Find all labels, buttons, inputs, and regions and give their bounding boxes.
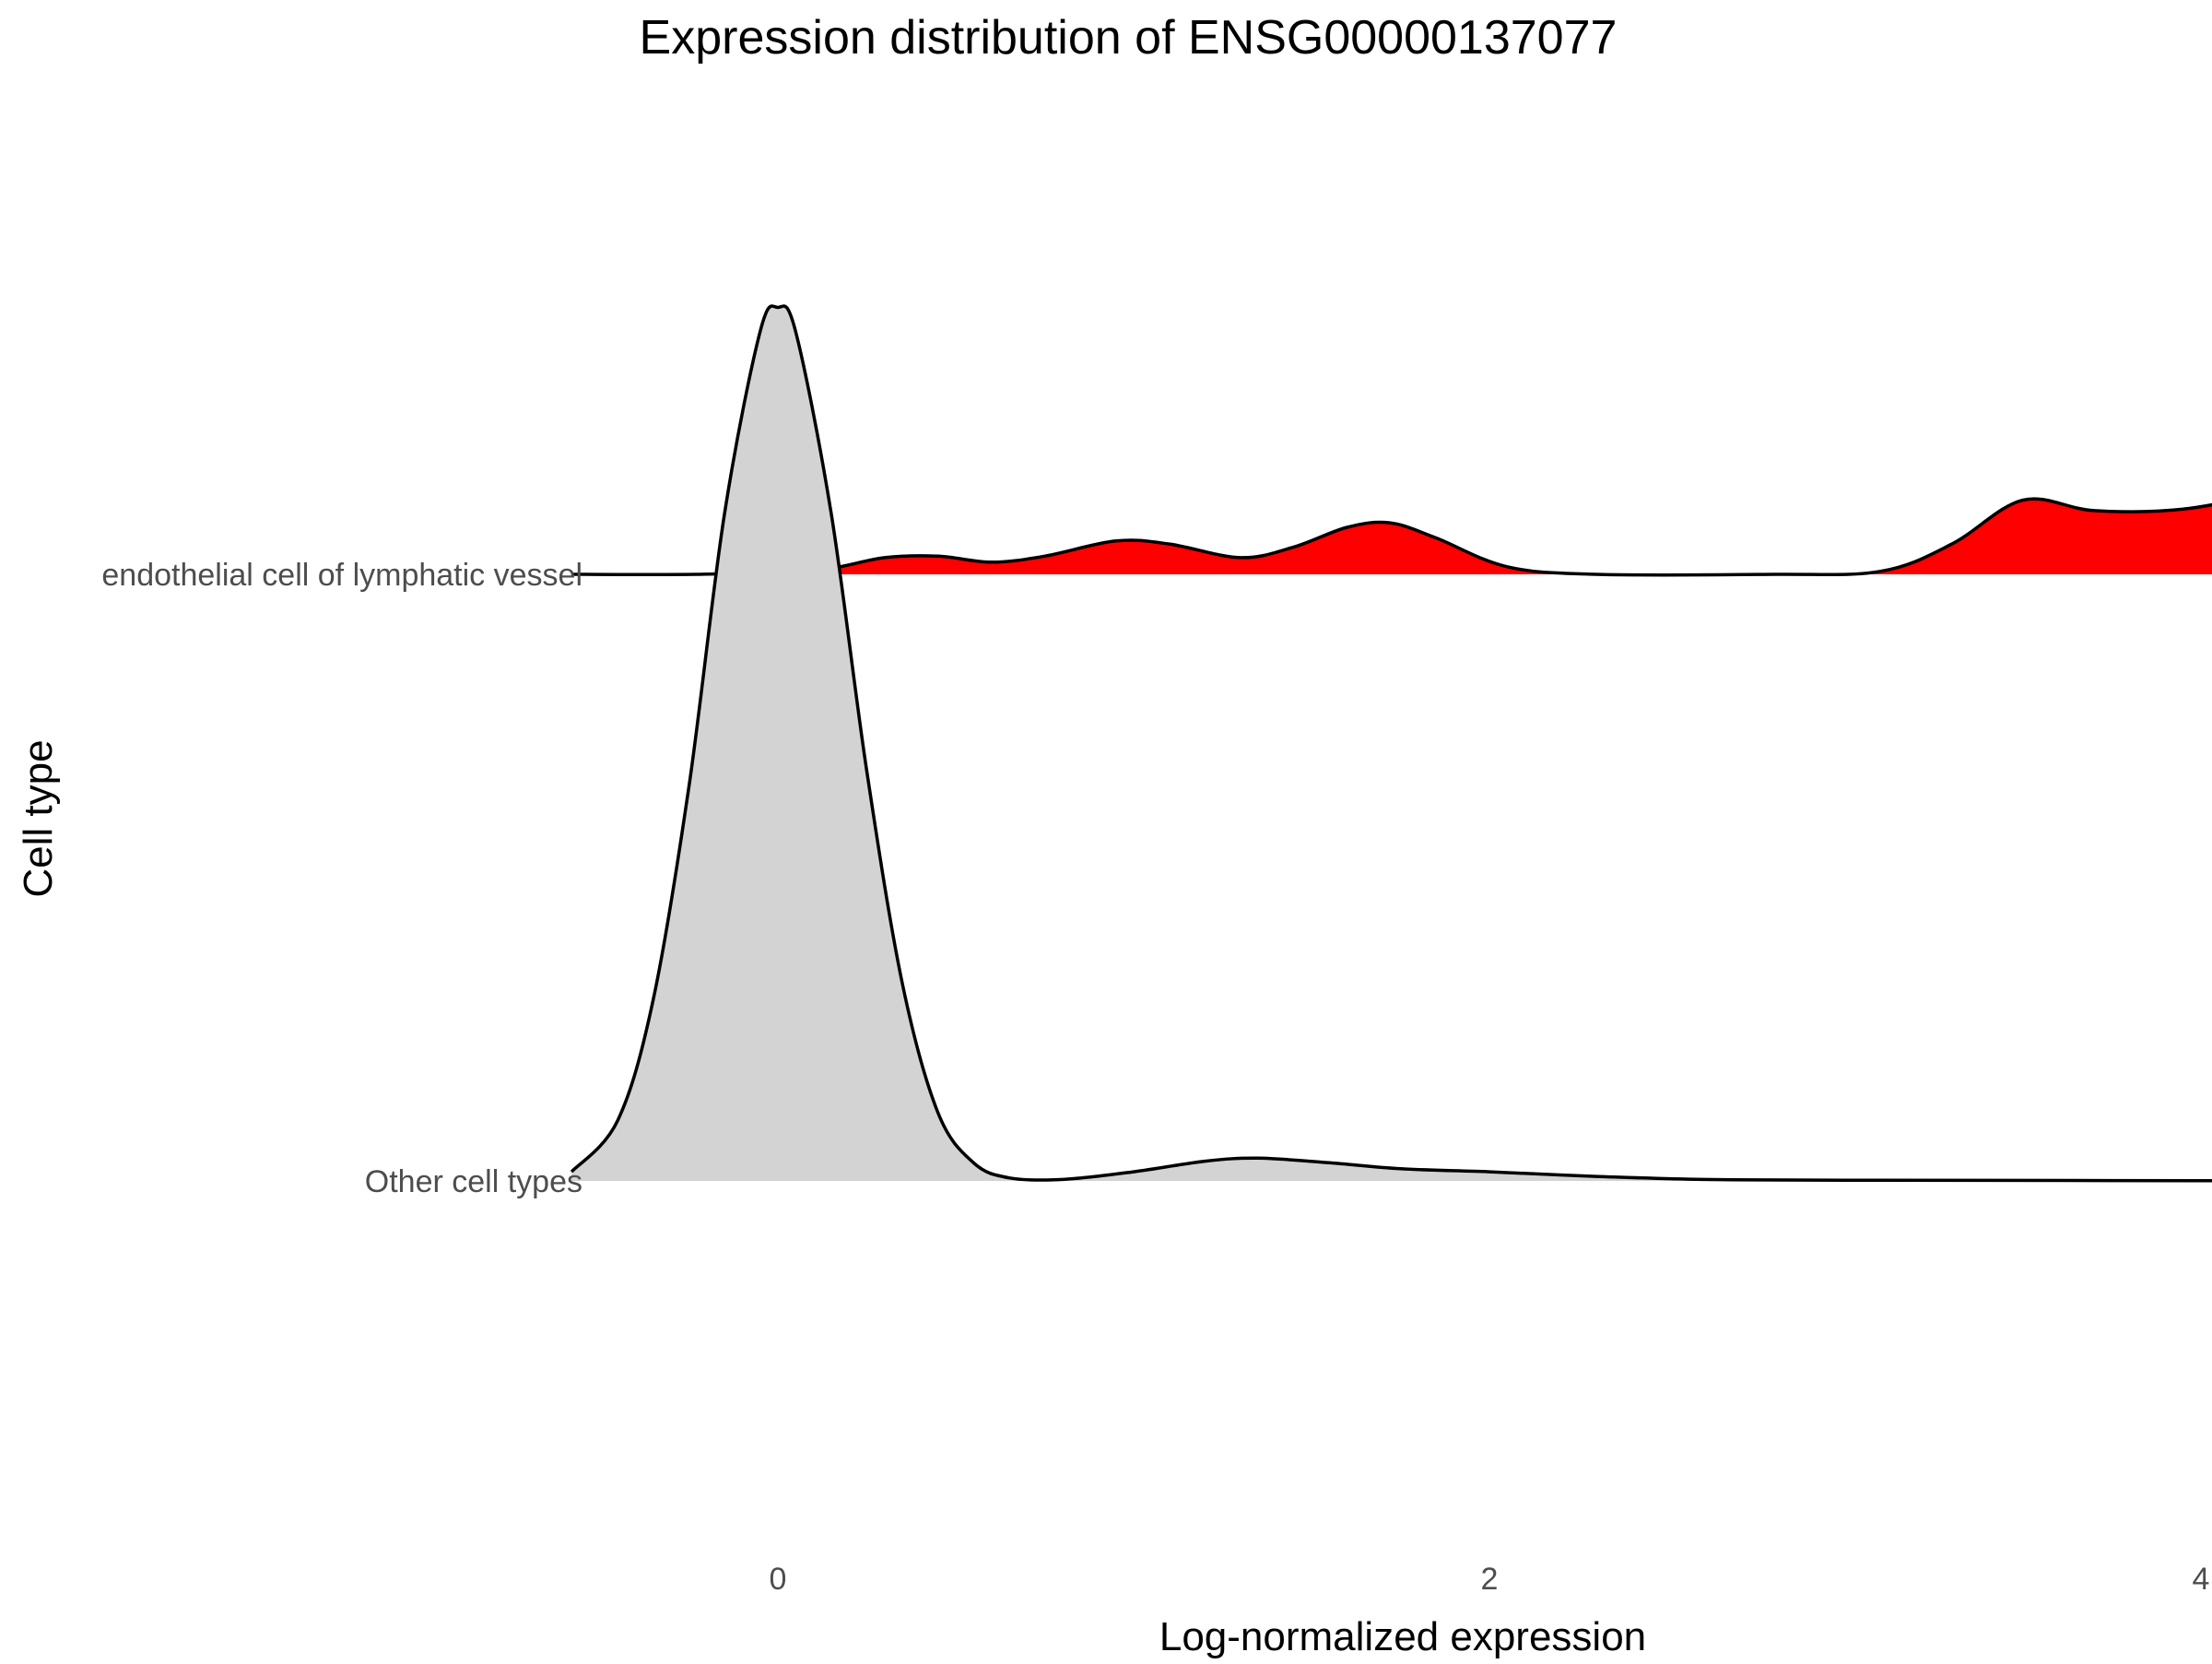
category-label: endothelial cell of lymphatic vessel <box>101 558 582 593</box>
x-tick-labels: 02468 <box>770 1562 2210 1597</box>
category-label: Other cell types <box>365 1164 582 1199</box>
x-tick-label: 2 <box>1481 1562 1499 1597</box>
chart-title: Expression distribution of ENSG000001370… <box>640 11 1618 65</box>
x-axis-title: Log-normalized expression <box>1159 1614 1646 1659</box>
y-axis-title: Cell type <box>16 739 61 897</box>
x-tick-label: 4 <box>2193 1562 2210 1597</box>
x-tick-label: 0 <box>770 1562 787 1597</box>
category-labels: endothelial cell of lymphatic vessel Othe… <box>101 558 582 1199</box>
ridge-outline-other <box>570 304 2212 1183</box>
ridge-fill-other <box>571 305 2212 1181</box>
ridge-fill-endothelial <box>571 499 2212 575</box>
ridge-layer <box>570 304 2212 1183</box>
ridge-outline-endothelial <box>571 497 2212 577</box>
